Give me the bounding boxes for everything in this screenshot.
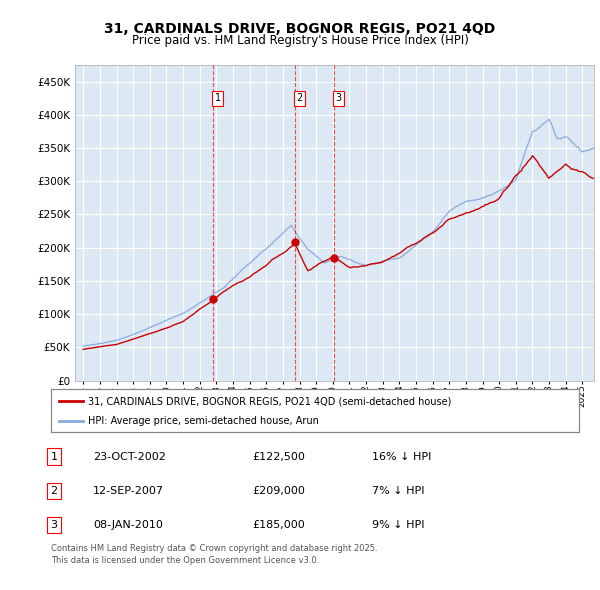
Text: This data is licensed under the Open Government Licence v3.0.: This data is licensed under the Open Gov… — [51, 556, 319, 565]
Text: 3: 3 — [50, 520, 58, 530]
Text: £122,500: £122,500 — [252, 452, 305, 461]
Text: 7% ↓ HPI: 7% ↓ HPI — [372, 486, 425, 496]
Text: Price paid vs. HM Land Registry's House Price Index (HPI): Price paid vs. HM Land Registry's House … — [131, 34, 469, 47]
Text: 2: 2 — [296, 93, 302, 103]
Text: £185,000: £185,000 — [252, 520, 305, 530]
Text: 31, CARDINALS DRIVE, BOGNOR REGIS, PO21 4QD (semi-detached house): 31, CARDINALS DRIVE, BOGNOR REGIS, PO21 … — [88, 396, 451, 407]
Text: 23-OCT-2002: 23-OCT-2002 — [93, 452, 166, 461]
Text: 3: 3 — [335, 93, 341, 103]
Text: HPI: Average price, semi-detached house, Arun: HPI: Average price, semi-detached house,… — [88, 417, 319, 426]
Text: 1: 1 — [50, 452, 58, 461]
Text: 16% ↓ HPI: 16% ↓ HPI — [372, 452, 431, 461]
Text: 9% ↓ HPI: 9% ↓ HPI — [372, 520, 425, 530]
Text: £209,000: £209,000 — [252, 486, 305, 496]
Text: 1: 1 — [215, 93, 221, 103]
Text: 08-JAN-2010: 08-JAN-2010 — [93, 520, 163, 530]
Text: 2: 2 — [50, 486, 58, 496]
Text: Contains HM Land Registry data © Crown copyright and database right 2025.: Contains HM Land Registry data © Crown c… — [51, 545, 377, 553]
Text: 31, CARDINALS DRIVE, BOGNOR REGIS, PO21 4QD: 31, CARDINALS DRIVE, BOGNOR REGIS, PO21 … — [104, 22, 496, 37]
Text: 12-SEP-2007: 12-SEP-2007 — [93, 486, 164, 496]
